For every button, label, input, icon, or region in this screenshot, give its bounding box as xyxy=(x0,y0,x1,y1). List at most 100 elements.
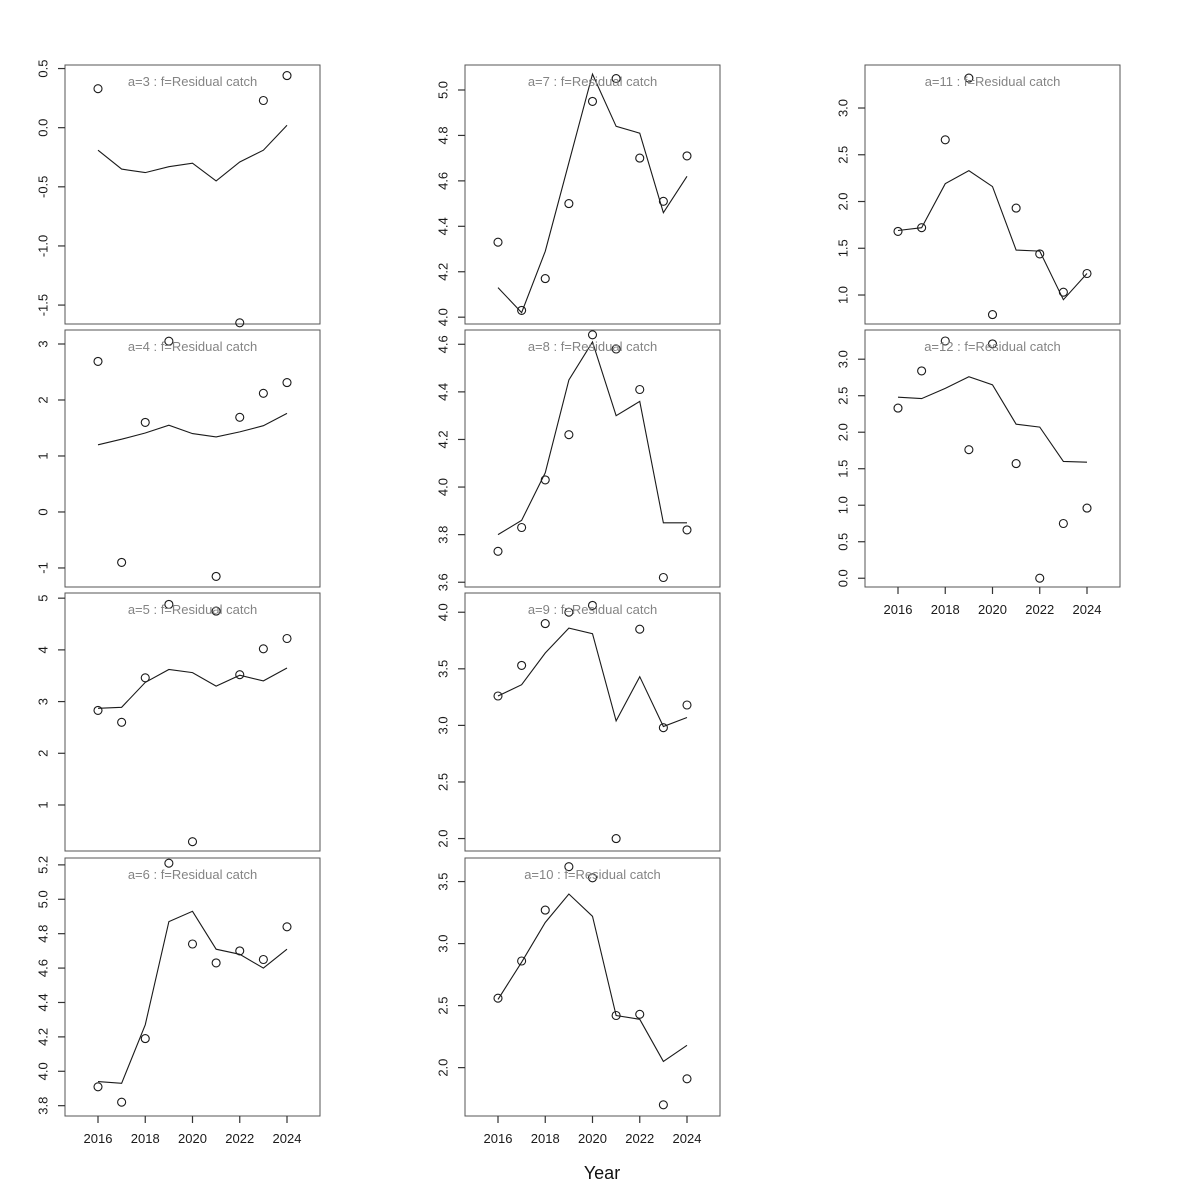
observed-point xyxy=(140,1034,150,1044)
y-tick-label: -0.5 xyxy=(36,176,51,198)
y-tick-label: 2.0 xyxy=(436,1059,451,1077)
panel-a6: 3.8 4.0 4.2 4.4 4.6 4.8 5.0 5.2 2016 2018 2020 2022… xyxy=(36,856,321,1146)
observed-point xyxy=(93,356,103,366)
observed-point xyxy=(93,705,103,715)
observed-point xyxy=(658,196,668,206)
panel-title: a=7 : f=Residual catch xyxy=(528,74,657,89)
panel-title: a=9 : f=Residual catch xyxy=(528,602,657,617)
y-tick-label: 2.0 xyxy=(836,423,851,441)
observed-point xyxy=(964,445,974,455)
x-tick-label: 2018 xyxy=(931,602,960,617)
y-tick-label: -1.5 xyxy=(36,294,51,316)
panel-a10: 2.0 2.5 3.0 3.5 2016 2018 2020 2022 2024 a=10 : f… xyxy=(436,857,721,1146)
observed-point xyxy=(682,1074,692,1084)
y-tick-label: 4.4 xyxy=(436,217,451,235)
panel-title: a=5 : f=Residual catch xyxy=(128,602,257,617)
observed-point xyxy=(587,873,598,883)
y-tick-label: 2.5 xyxy=(436,773,451,791)
y-tick-label: 4.2 xyxy=(36,1028,51,1046)
observed-point xyxy=(258,388,268,398)
observed-point xyxy=(611,74,621,84)
panel-box xyxy=(64,592,321,852)
fitted-line xyxy=(897,376,1088,463)
x-tick-label: 2018 xyxy=(531,1131,560,1146)
fitted-line xyxy=(897,170,1088,301)
y-tick-label: 3.0 xyxy=(436,716,451,734)
x-tick-label: 2016 xyxy=(484,1131,513,1146)
observed-point xyxy=(140,673,150,683)
observed-point xyxy=(93,1082,103,1092)
observed-point xyxy=(117,717,127,727)
y-tick-label: 4.6 xyxy=(436,172,451,190)
observed-point xyxy=(187,939,198,949)
y-tick-label: 2.0 xyxy=(836,192,851,210)
y-tick-label: 1 xyxy=(36,801,51,808)
observed-point xyxy=(517,956,527,966)
observed-point xyxy=(564,430,574,440)
y-tick-label: 4.4 xyxy=(436,383,451,401)
observed-point xyxy=(235,412,245,422)
observed-point xyxy=(282,378,292,388)
panel-title: a=4 : f=Residual catch xyxy=(128,339,257,354)
observed-point xyxy=(117,1097,127,1107)
y-tick-label: 1.0 xyxy=(836,286,851,304)
observed-point xyxy=(187,837,198,847)
y-tick-label: 2.5 xyxy=(436,997,451,1015)
observed-point xyxy=(611,1010,621,1021)
observed-point xyxy=(893,226,903,236)
y-tick-label: 3 xyxy=(36,340,51,347)
observed-point xyxy=(493,691,503,701)
observed-point xyxy=(164,336,174,346)
observed-point xyxy=(940,336,950,346)
y-tick-label: 4.0 xyxy=(36,1062,51,1080)
panel-box xyxy=(464,329,721,588)
x-tick-label: 2016 xyxy=(884,602,913,617)
panel-title: a=11 : f=Residual catch xyxy=(925,74,1061,89)
panel-box xyxy=(464,64,721,325)
observed-point xyxy=(1011,459,1021,469)
panel-title: a=6 : f=Residual catch xyxy=(128,867,257,882)
y-tick-label: 2 xyxy=(36,396,51,403)
observed-point xyxy=(682,151,692,161)
panel-title: a=12 : f=Residual catch xyxy=(924,339,1061,354)
observed-point xyxy=(1082,268,1092,279)
fitted-line xyxy=(497,627,688,728)
y-tick-label: 5 xyxy=(36,595,51,602)
observed-point xyxy=(658,723,668,733)
y-tick-label: 1 xyxy=(36,452,51,459)
y-tick-label: 2.5 xyxy=(836,387,851,405)
observed-point xyxy=(587,330,598,340)
panel-box xyxy=(464,592,721,852)
panel-box xyxy=(464,857,721,1117)
y-tick-label: 0.0 xyxy=(36,119,51,137)
observed-point xyxy=(235,946,245,956)
panel-a3: 0.5 0.0 -0.5 -1.0 -1.5 a=3 : f=Residual catch xyxy=(36,60,321,328)
y-tick-label: 4 xyxy=(36,646,51,653)
fitted-line xyxy=(97,667,288,709)
observed-point xyxy=(164,599,174,609)
observed-point xyxy=(235,318,245,328)
observed-point xyxy=(211,571,221,581)
observed-point xyxy=(493,546,503,556)
fitted-line xyxy=(97,910,288,1084)
observed-point xyxy=(140,417,150,427)
observed-point xyxy=(635,153,645,163)
y-tick-label: 4.0 xyxy=(436,308,451,326)
y-tick-label: 4.6 xyxy=(436,335,451,353)
observed-point xyxy=(540,274,550,284)
panel-a7: 4.0 4.2 4.4 4.6 4.8 5.0 a=7 : f=Residual catch xyxy=(436,64,721,326)
observed-point xyxy=(964,73,974,83)
y-tick-label: 4.2 xyxy=(436,263,451,281)
x-tick-label: 2022 xyxy=(1025,602,1054,617)
panel-title: a=3 : f=Residual catch xyxy=(128,74,257,89)
y-tick-label: -1 xyxy=(36,562,51,574)
y-tick-label: 2 xyxy=(36,750,51,757)
panel-box xyxy=(64,329,321,588)
observed-point xyxy=(564,862,574,872)
y-tick-label: 3.5 xyxy=(436,660,451,678)
y-tick-label: 4.8 xyxy=(36,925,51,943)
y-tick-label: 4.6 xyxy=(36,959,51,977)
observed-point xyxy=(258,644,268,654)
observed-point xyxy=(987,339,998,349)
